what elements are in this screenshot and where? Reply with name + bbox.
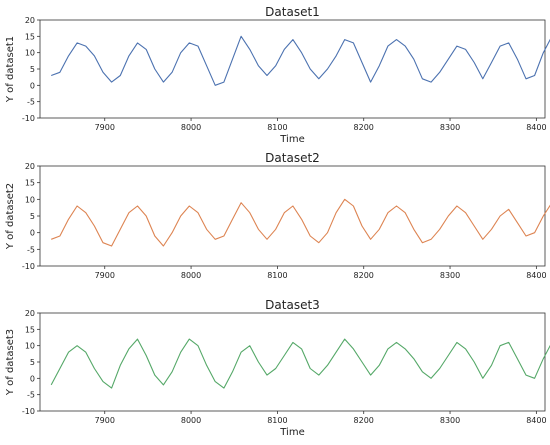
x-tick-label: 8100: [267, 416, 287, 425]
x-tick-label: 8400: [526, 123, 546, 132]
x-tick-label: 8300: [440, 123, 460, 132]
y-tick-label: 0: [30, 374, 35, 383]
x-tick-label: 8100: [267, 123, 287, 132]
y-tick-label: 5: [30, 358, 35, 367]
x-tick-label: 8300: [440, 416, 460, 425]
y-tick-label: 10: [25, 342, 35, 351]
x-axis-label: Time: [279, 427, 304, 438]
x-tick-label: 8000: [181, 271, 201, 280]
y-tick-label: -5: [27, 391, 35, 400]
chart-panel-2: Dataset2 -10 -5 0 5 10 15 20 7900 8000 8100 8200 830…: [5, 151, 550, 280]
plot-frame: [39, 19, 546, 119]
y-tick-label: 20: [25, 162, 35, 171]
y-tick-label: 0: [30, 229, 35, 238]
y-tick-label: 5: [30, 65, 35, 74]
chart-panel-1: Dataset1 -10 -5 0 5 10 15 20 7900 8000 8100 8200 830…: [5, 5, 550, 145]
y-axis-label: Y of dataset3: [5, 329, 16, 396]
plot-frame: [39, 165, 546, 267]
x-tick-label: 8200: [354, 416, 374, 425]
plot-frame: [39, 312, 546, 412]
x-tick-label: 8000: [181, 123, 201, 132]
y-tick-label: 15: [25, 32, 35, 41]
x-tick-label: 8400: [526, 271, 546, 280]
x-tick-label: 8000: [181, 416, 201, 425]
series-line-3: [50, 338, 550, 389]
chart-title: Dataset1: [265, 5, 320, 19]
series-line-2: [51, 198, 550, 247]
y-tick-label: 20: [25, 309, 35, 318]
chart-title: Dataset2: [265, 151, 320, 165]
x-tick-label: 8400: [526, 416, 546, 425]
y-axis-label: Y of dataset1: [5, 36, 16, 103]
x-tick-label: 7900: [95, 416, 115, 425]
y-tick-label: 20: [25, 16, 35, 25]
y-tick-label: 15: [25, 179, 35, 188]
x-tick-label: 7900: [95, 271, 115, 280]
y-tick-label: 5: [30, 212, 35, 221]
y-tick-label: 10: [25, 49, 35, 58]
y-tick-label: -10: [22, 262, 35, 271]
x-tick-label: 8300: [440, 271, 460, 280]
chart-panel-3: Dataset3 -10 -5 0 5 10 15 20 7900 8000 8100 8200 830…: [5, 298, 550, 438]
x-tick-label: 7900: [95, 123, 115, 132]
x-axis-label: Time: [279, 134, 304, 145]
x-tick-label: 8100: [267, 271, 287, 280]
x-tick-label: 8200: [354, 123, 374, 132]
chart-title: Dataset3: [265, 298, 320, 312]
y-tick-label: 0: [30, 81, 35, 90]
y-axis-label: Y of dataset2: [5, 183, 16, 250]
y-tick-label: 15: [25, 325, 35, 334]
y-tick-label: -5: [27, 98, 35, 107]
y-tick-label: -10: [22, 114, 35, 123]
series-line-1: [51, 35, 550, 86]
y-tick-label: -10: [22, 407, 35, 416]
x-tick-label: 8200: [354, 271, 374, 280]
y-tick-label: -5: [27, 245, 35, 254]
y-tick-label: 10: [25, 195, 35, 204]
